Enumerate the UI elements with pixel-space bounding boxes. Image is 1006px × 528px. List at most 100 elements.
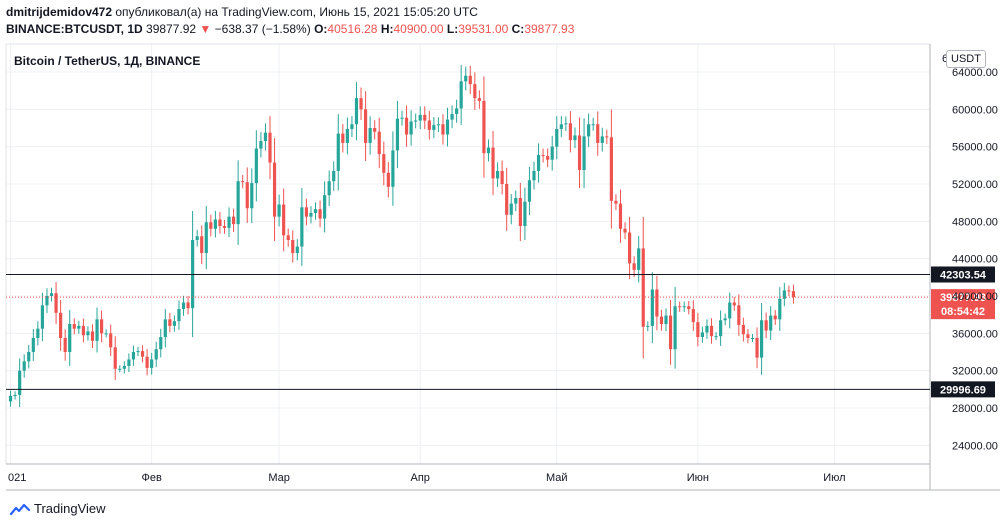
candle-body	[737, 305, 741, 325]
candle-body	[282, 204, 286, 236]
author-name[interactable]: dmitrijdemidov472	[6, 5, 113, 19]
candle	[432, 117, 436, 139]
candle-body	[436, 124, 441, 126]
candle-body	[414, 120, 418, 122]
candle	[769, 306, 773, 341]
candle	[691, 300, 695, 331]
candle	[377, 117, 381, 169]
candle	[109, 324, 113, 357]
candle-body	[627, 232, 632, 264]
candle-body	[468, 75, 472, 85]
candle	[154, 341, 158, 367]
candle-body	[363, 109, 368, 143]
candle	[564, 116, 568, 132]
candle-body	[782, 290, 786, 299]
x-tick-label: 021	[8, 472, 26, 484]
candle	[177, 300, 181, 330]
x-tick-label: Апр	[410, 472, 429, 484]
currency-button[interactable]: USDT	[946, 50, 986, 68]
candle-body	[587, 124, 591, 137]
candle	[523, 187, 527, 241]
candle-body	[263, 132, 268, 142]
candle	[99, 310, 104, 343]
candle	[546, 148, 550, 168]
candle-body	[646, 325, 650, 327]
high-value: 40900.00	[393, 22, 444, 36]
candle	[468, 65, 472, 95]
candle	[59, 300, 63, 351]
candle-body	[664, 315, 668, 324]
candle	[696, 312, 700, 347]
candle	[418, 106, 422, 130]
candle-body	[459, 81, 463, 109]
candle	[732, 297, 736, 311]
candle	[559, 116, 563, 138]
candle	[354, 82, 359, 141]
reference-label-bg	[931, 381, 995, 398]
countdown-label: 08:54:42	[941, 306, 985, 318]
candle-body	[555, 128, 559, 147]
y-tick-label: 64000.00	[952, 67, 998, 79]
candle-body	[755, 338, 759, 358]
candle-body	[59, 312, 63, 338]
candle	[231, 208, 236, 233]
ohlc-row: BINANCE:BTCUSDT, 1D 39877.92 ▼ −638.37 (…	[6, 21, 574, 37]
candle-body	[245, 182, 249, 209]
candle	[245, 167, 249, 223]
candle-body	[500, 170, 504, 184]
candle	[536, 143, 541, 183]
candle	[404, 105, 409, 147]
candle-body	[140, 351, 145, 357]
candle	[627, 216, 632, 279]
candle	[637, 235, 641, 283]
candle	[705, 319, 709, 339]
candle-body	[341, 133, 345, 143]
candle-body	[250, 183, 254, 209]
candle-body	[181, 302, 186, 310]
candle	[505, 167, 509, 232]
candle	[36, 321, 40, 346]
publish-info: dmitrijdemidov472 опубликовал(а) на Trad…	[6, 4, 478, 20]
candle	[241, 175, 245, 189]
tradingview-logo-icon	[10, 503, 30, 515]
candle-body	[623, 228, 627, 233]
candle-body	[49, 293, 54, 296]
candle	[127, 353, 131, 373]
x-tick-label: Июл	[823, 472, 845, 484]
candle	[250, 168, 254, 223]
candle	[509, 194, 513, 225]
candle-body	[546, 156, 550, 160]
candle-body	[709, 325, 714, 337]
candle-body	[391, 150, 395, 187]
candle-body	[195, 236, 199, 240]
candle	[222, 220, 227, 234]
candle-body	[159, 337, 163, 350]
candle-body	[723, 318, 727, 321]
candle-body	[104, 333, 108, 335]
candle	[482, 76, 486, 178]
candle	[623, 222, 627, 240]
candle	[104, 329, 108, 338]
candle-body	[295, 246, 299, 254]
candle-body	[659, 316, 664, 324]
candle-body	[350, 124, 354, 129]
candle	[341, 124, 345, 153]
y-tick-label: 56000.00	[952, 142, 998, 154]
candle-body	[304, 207, 309, 217]
candle-body	[668, 315, 673, 350]
grid	[6, 44, 930, 464]
candle-body	[109, 333, 113, 348]
candle-body	[423, 114, 427, 121]
candle-body	[18, 370, 22, 395]
brand-logo[interactable]: TradingView	[10, 501, 106, 516]
y-tick-label: 44000.00	[952, 254, 998, 266]
candle-body	[536, 155, 541, 171]
candle-body	[172, 321, 177, 326]
candle	[441, 114, 445, 145]
candle-body	[200, 236, 204, 254]
candle	[54, 282, 58, 324]
candle-body	[81, 325, 85, 336]
candle	[477, 90, 481, 109]
candle-body	[409, 121, 413, 135]
